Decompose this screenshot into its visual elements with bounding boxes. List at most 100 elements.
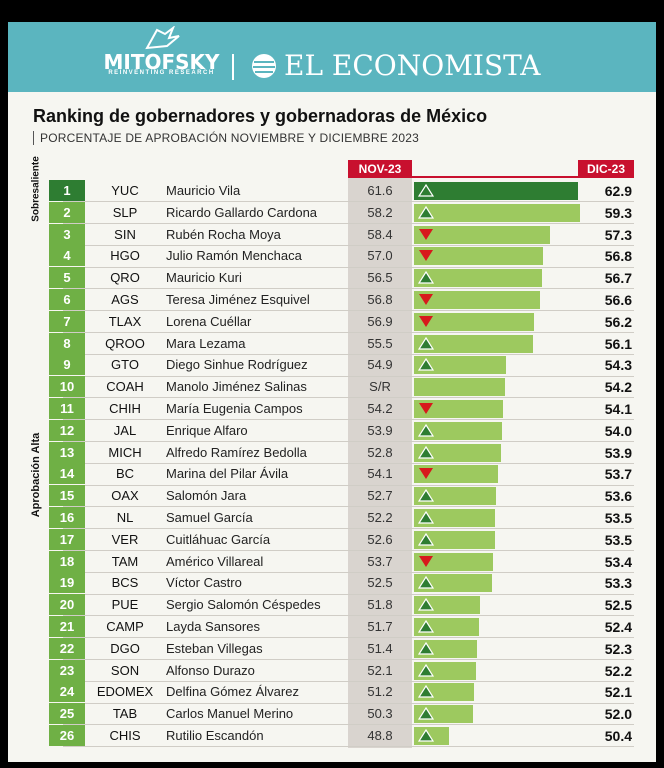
dic-bar bbox=[414, 334, 533, 353]
ranking-row: 17 VER Cuitláhuac García 52.6 53.5 bbox=[0, 528, 664, 552]
ranking-row: 12 JAL Enrique Alfaro 53.9 54.0 bbox=[0, 419, 664, 443]
ranking-row: 2 SLP Ricardo Gallardo Cardona 58.2 59.3 bbox=[0, 201, 664, 225]
nov-header: NOV-23 bbox=[348, 160, 412, 178]
governor-name: Rubén Rocha Moya bbox=[166, 226, 281, 242]
dic-value: 56.7 bbox=[604, 270, 632, 287]
dic-bar bbox=[414, 225, 551, 244]
row-separator bbox=[63, 223, 634, 225]
state-code: DGO bbox=[110, 640, 140, 656]
mitofsky-wordmark: MITOFSKY bbox=[103, 50, 220, 74]
dic-bar bbox=[414, 421, 502, 440]
row-separator bbox=[63, 288, 634, 290]
rank-badge: 2 bbox=[49, 201, 85, 223]
ranking-row: 4 HGO Julio Ramón Menchaca 57.0 56.8 bbox=[0, 245, 664, 268]
dic-value: 52.1 bbox=[604, 684, 632, 701]
trend-down-icon bbox=[419, 315, 433, 327]
row-separator bbox=[63, 201, 634, 203]
state-code: BCS bbox=[111, 575, 139, 591]
row-separator bbox=[63, 593, 634, 595]
rank-badge: 20 bbox=[49, 594, 85, 616]
nov-value: 57.0 bbox=[367, 248, 393, 264]
row-separator bbox=[63, 528, 634, 530]
dic-value: 56.6 bbox=[604, 292, 632, 308]
dic-value: 53.7 bbox=[604, 466, 632, 483]
trend-up-icon bbox=[418, 707, 434, 720]
rank-badge: 17 bbox=[49, 528, 85, 550]
rank-badge: 10 bbox=[49, 376, 85, 398]
state-code: QRO bbox=[110, 270, 140, 286]
nov-value: 51.2 bbox=[367, 684, 393, 700]
state-code: JAL bbox=[113, 422, 137, 438]
dic-bar bbox=[414, 443, 501, 462]
rank-badge: 14 bbox=[49, 463, 85, 485]
dic-value: 53.3 bbox=[604, 575, 632, 592]
nov-value: 58.2 bbox=[367, 204, 393, 220]
nov-value: 52.6 bbox=[367, 531, 393, 547]
governor-name: Lorena Cuéllar bbox=[166, 313, 252, 329]
row-separator bbox=[63, 659, 634, 661]
ranking-row: 13 MICH Alfredo Ramírez Bedolla 52.8 53.9 bbox=[0, 441, 664, 464]
rank-badge: 4 bbox=[49, 245, 85, 267]
rank-badge: 15 bbox=[49, 485, 85, 507]
trend-up-icon bbox=[418, 445, 434, 459]
dic-bar bbox=[414, 269, 542, 288]
row-separator bbox=[63, 244, 634, 246]
governor-name: Layda Sansores bbox=[166, 619, 260, 634]
row-separator bbox=[63, 506, 634, 508]
nov-value: 52.5 bbox=[367, 575, 393, 591]
governor-name: Samuel García bbox=[166, 510, 253, 525]
nov-value: 48.8 bbox=[367, 728, 393, 743]
row-separator bbox=[63, 353, 634, 355]
nov-value: 61.6 bbox=[367, 183, 393, 198]
row-separator bbox=[63, 419, 634, 421]
nov-value: 51.8 bbox=[367, 597, 393, 613]
dic-value: 62.9 bbox=[604, 183, 632, 199]
nov-value: 50.3 bbox=[367, 706, 393, 722]
row-separator bbox=[63, 571, 634, 573]
rank-badge: 25 bbox=[49, 703, 85, 725]
dic-value: 56.2 bbox=[604, 313, 632, 330]
ranking-row: 18 TAM Américo Villareal 53.7 53.4 bbox=[0, 550, 664, 573]
row-separator bbox=[63, 550, 634, 552]
trend-up-icon bbox=[418, 336, 434, 350]
nov-value: 52.7 bbox=[367, 488, 393, 504]
dic-bar bbox=[414, 291, 541, 309]
dic-bar bbox=[414, 552, 494, 571]
governor-name: Mauricio Kuri bbox=[166, 270, 242, 286]
rank-badge: 3 bbox=[49, 223, 85, 245]
governor-name: Alfredo Ramírez Bedolla bbox=[166, 444, 307, 460]
state-code: SON bbox=[110, 662, 140, 678]
brand-header: MITOFSKY REINVENTING RESEARCH EL ECONOMI… bbox=[8, 22, 656, 92]
state-code: TLAX bbox=[108, 313, 142, 329]
ranking-row: 23 SON Alfonso Durazo 52.1 52.2 bbox=[0, 659, 664, 682]
rank-badge: 24 bbox=[49, 681, 85, 703]
rank-badge: 22 bbox=[49, 637, 85, 659]
dic-value: 53.4 bbox=[604, 553, 632, 570]
dic-bar bbox=[414, 203, 580, 222]
ranking-row: 5 QRO Mauricio Kuri 56.5 56.7 bbox=[0, 267, 664, 290]
dic-value: 53.5 bbox=[604, 510, 632, 526]
nov-value: S/R bbox=[369, 379, 391, 395]
row-separator bbox=[63, 332, 634, 334]
dic-bar bbox=[414, 312, 535, 331]
dic-value: 50.4 bbox=[604, 728, 632, 744]
globe-icon bbox=[252, 54, 276, 78]
row-separator bbox=[63, 397, 634, 399]
nov-value: 54.9 bbox=[367, 357, 393, 373]
governor-name: María Eugenia Campos bbox=[166, 401, 303, 416]
rank-badge: 7 bbox=[49, 310, 85, 332]
dic-value: 52.2 bbox=[604, 662, 632, 679]
row-separator bbox=[63, 746, 634, 748]
ranking-row: 10 COAH Manolo Jiménez Salinas S/R 54.2 bbox=[0, 376, 664, 399]
ranking-row: 16 NL Samuel García 52.2 53.5 bbox=[0, 507, 664, 530]
state-code: OAX bbox=[111, 488, 139, 504]
governor-name: Mauricio Vila bbox=[166, 183, 241, 198]
dic-value: 54.3 bbox=[604, 357, 632, 374]
state-code: EDOMEX bbox=[96, 684, 154, 700]
state-code: TAB bbox=[112, 706, 138, 722]
row-separator bbox=[63, 484, 634, 486]
rank-badge: 12 bbox=[49, 419, 85, 441]
state-code: GTO bbox=[111, 357, 139, 373]
ranking-row: 9 GTO Diego Sinhue Rodríguez 54.9 54.3 bbox=[0, 354, 664, 377]
ranking-row: 7 TLAX Lorena Cuéllar 56.9 56.2 bbox=[0, 310, 664, 334]
